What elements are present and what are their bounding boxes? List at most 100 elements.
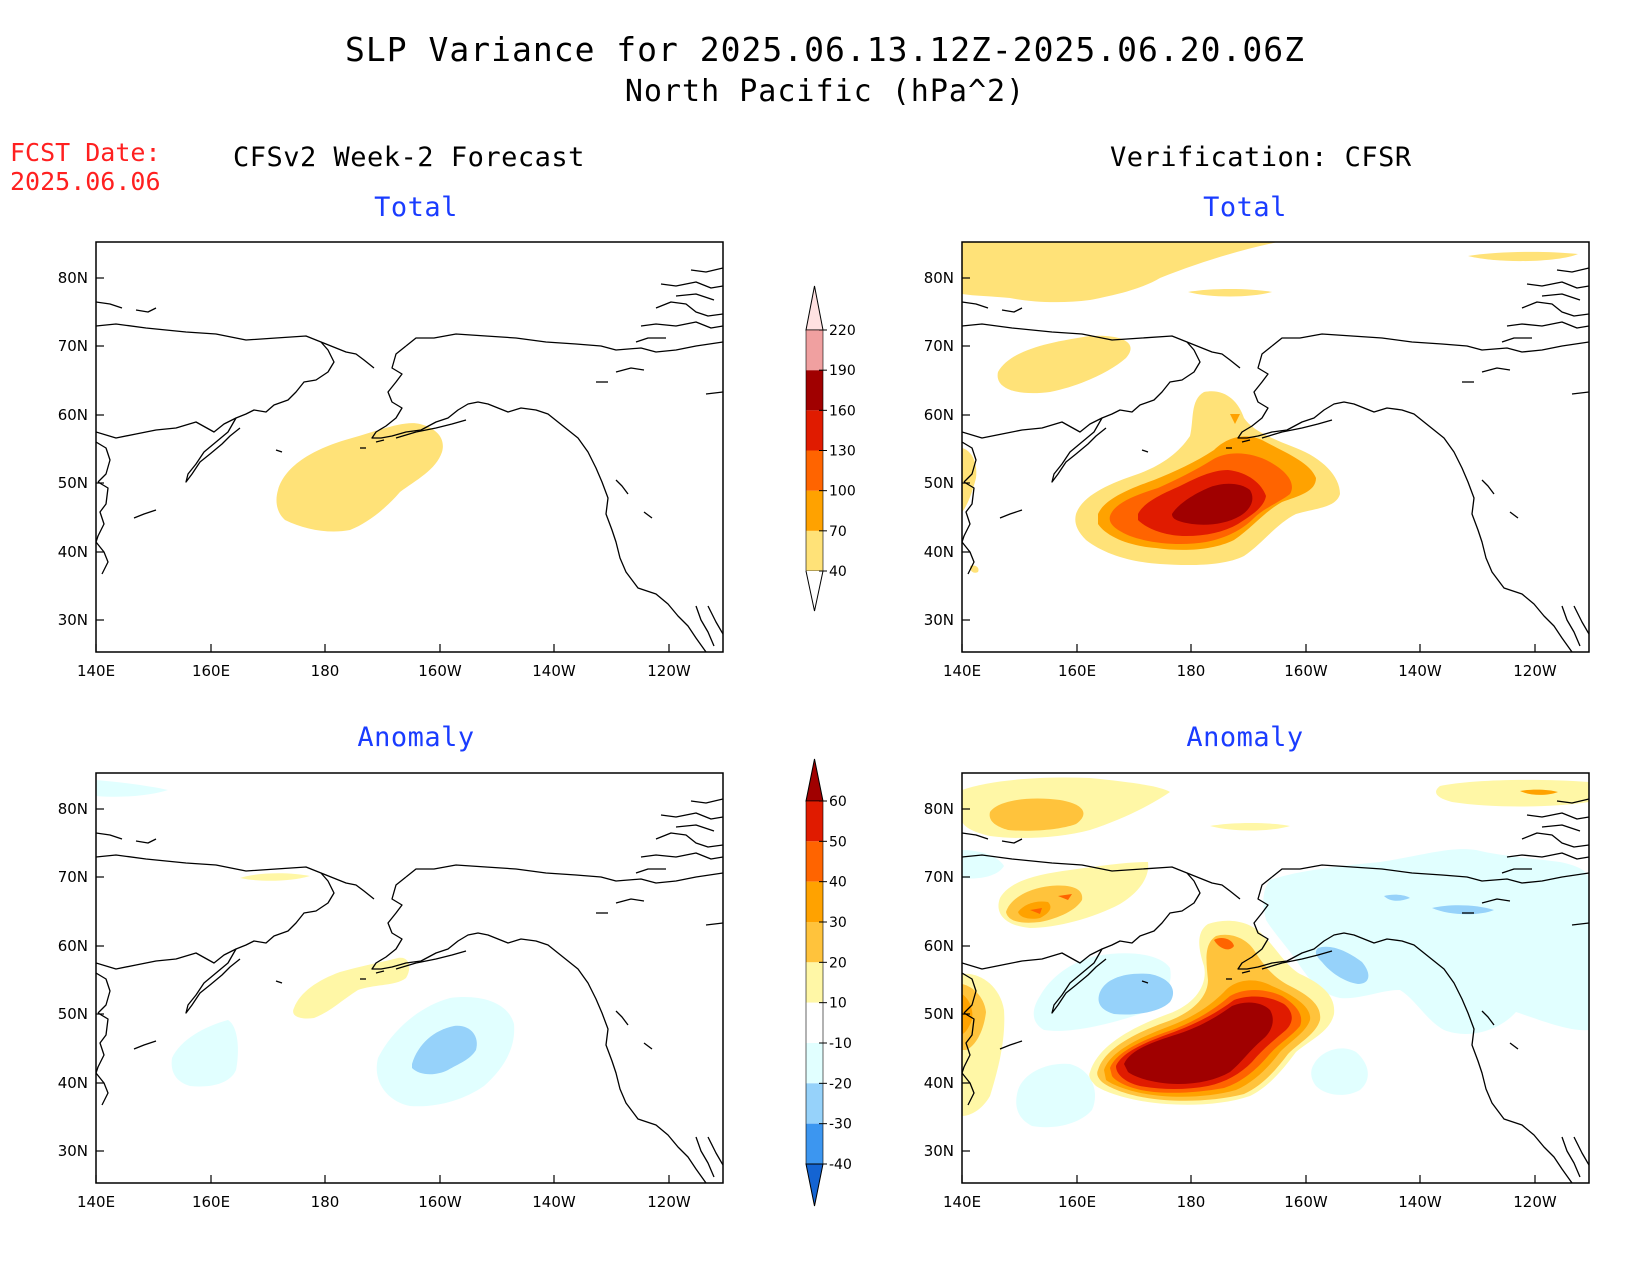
lon-tick-label: 160W <box>1284 1193 1328 1211</box>
anomaly-colorbar-label: 60 <box>829 794 847 810</box>
total-colorbar-label: 130 <box>829 444 856 460</box>
lat-tick-label: 60N <box>58 406 88 424</box>
lat-tick-label: 80N <box>58 800 88 818</box>
anomaly-colorbar-bottom-arrow <box>805 1163 824 1207</box>
lon-tick-label: 180 <box>1177 662 1206 680</box>
lat-tick-label: 30N <box>924 611 954 629</box>
forecast-date-block: FCST Date: 2025.06.06 <box>10 138 161 196</box>
verification-anomaly-contour-60 <box>1124 1002 1273 1084</box>
lon-tick-label: 140W <box>1398 662 1442 680</box>
anomaly-colorbar-box <box>806 1043 823 1084</box>
lat-tick-label: 30N <box>924 1142 954 1160</box>
verification-anomaly-title: Anomaly <box>1186 722 1304 753</box>
lat-tick-label: 50N <box>924 474 954 492</box>
anomaly-colorbar-box <box>806 962 823 1003</box>
lon-tick-label: 160E <box>192 662 230 680</box>
anomaly-colorbar-label: 20 <box>829 955 847 971</box>
total-colorbar-label: 160 <box>829 403 856 419</box>
lon-tick-label: 120W <box>647 662 691 680</box>
lon-tick-label: 160W <box>418 662 462 680</box>
lat-tick-label: 60N <box>924 937 954 955</box>
lat-tick-label: 40N <box>58 1074 88 1092</box>
anomaly-colorbar-label: 10 <box>829 996 847 1012</box>
lon-tick-label: 160W <box>1284 662 1328 680</box>
lon-tick-label: 140W <box>1398 1193 1442 1211</box>
anomaly-colorbar-box <box>806 1002 823 1043</box>
anomaly-colorbar-label: 30 <box>829 915 847 931</box>
anomaly-colorbar-label: -40 <box>829 1157 852 1173</box>
lat-tick-label: 60N <box>924 406 954 424</box>
verification-anomaly-panel <box>961 772 1590 1184</box>
lat-tick-label: 30N <box>58 611 88 629</box>
total-colorbar-label: 190 <box>829 363 856 379</box>
lat-tick-label: 60N <box>58 937 88 955</box>
forecast-date-value: 2025.06.06 <box>10 167 161 196</box>
lon-tick-label: 140W <box>532 662 576 680</box>
axis-ticks: 140E 160E 180 160W 140W 120W 80N 70N 60N 50N 40N 30… <box>58 269 1557 1211</box>
total-colorbar-box <box>806 490 823 531</box>
lon-tick-label: 140W <box>532 1193 576 1211</box>
lon-tick-label: 160E <box>1058 1193 1096 1211</box>
forecast-anomaly-contour-neg20 <box>412 1025 477 1075</box>
anomaly-colorbar-box <box>806 922 823 963</box>
lon-tick-label: 160E <box>1058 662 1096 680</box>
anomaly-colorbar-box <box>806 801 823 842</box>
total-colorbar-label: 70 <box>829 524 847 540</box>
forecast-date-label: FCST Date: <box>10 138 161 167</box>
total-colorbar: 40 70 100 130 160 190 220 <box>805 285 856 612</box>
anomaly-colorbar-box <box>806 841 823 882</box>
verification-column-header: Verification: CFSR <box>1110 142 1412 173</box>
forecast-anomaly-title: Anomaly <box>357 722 475 753</box>
anomaly-colorbar-box <box>806 1123 823 1164</box>
total-colorbar-bottom-arrow <box>805 570 824 612</box>
lon-tick-label: 160E <box>192 1193 230 1211</box>
lat-tick-label: 70N <box>924 868 954 886</box>
anomaly-colorbar-label: 50 <box>829 834 847 850</box>
lon-tick-label: 140E <box>943 662 981 680</box>
lon-tick-label: 140E <box>77 1193 115 1211</box>
verification-total-title: Total <box>1203 192 1287 223</box>
lat-tick-label: 70N <box>58 337 88 355</box>
anomaly-colorbar-box <box>806 881 823 922</box>
total-colorbar-box <box>806 330 823 371</box>
lat-tick-label: 80N <box>924 269 954 287</box>
lat-tick-label: 50N <box>924 1005 954 1023</box>
anomaly-colorbar-top-arrow <box>805 758 824 802</box>
forecast-column-header: CFSv2 Week-2 Forecast <box>233 142 585 173</box>
lat-tick-label: 50N <box>58 1005 88 1023</box>
forecast-total-title: Total <box>374 192 458 223</box>
lon-tick-label: 180 <box>1177 1193 1206 1211</box>
lon-tick-label: 160W <box>418 1193 462 1211</box>
total-colorbar-box <box>806 530 823 571</box>
anomaly-colorbar-label: -10 <box>829 1036 852 1052</box>
lon-tick-label: 120W <box>1513 1193 1557 1211</box>
lat-tick-label: 80N <box>58 269 88 287</box>
lon-tick-label: 140E <box>77 662 115 680</box>
total-colorbar-box <box>806 450 823 491</box>
total-colorbar-box <box>806 370 823 411</box>
forecast-total-panel <box>95 241 724 653</box>
anomaly-colorbar: 60 50 40 30 20 10 -10 -20 -30 -40 <box>805 758 852 1207</box>
lat-tick-label: 40N <box>924 543 954 561</box>
anomaly-colorbar-label: 40 <box>829 875 847 891</box>
lat-tick-label: 40N <box>58 543 88 561</box>
lon-tick-label: 120W <box>647 1193 691 1211</box>
lat-tick-label: 50N <box>58 474 88 492</box>
lon-tick-label: 180 <box>311 1193 340 1211</box>
total-colorbar-top-arrow <box>805 285 824 331</box>
lat-tick-label: 70N <box>924 337 954 355</box>
lat-tick-label: 30N <box>58 1142 88 1160</box>
verification-total-panel <box>961 241 1590 653</box>
lon-tick-label: 180 <box>311 662 340 680</box>
anomaly-colorbar-label: -20 <box>829 1076 852 1092</box>
lat-tick-label: 40N <box>924 1074 954 1092</box>
anomaly-colorbar-label: -30 <box>829 1117 852 1133</box>
total-colorbar-label: 40 <box>829 564 847 580</box>
anomaly-colorbar-box <box>806 1083 823 1124</box>
lon-tick-label: 140E <box>943 1193 981 1211</box>
total-colorbar-box <box>806 410 823 451</box>
figure-subtitle: North Pacific (hPa^2) <box>624 74 1026 109</box>
verification-total-top-band <box>962 242 1278 303</box>
forecast-total-contour-40 <box>276 423 443 532</box>
